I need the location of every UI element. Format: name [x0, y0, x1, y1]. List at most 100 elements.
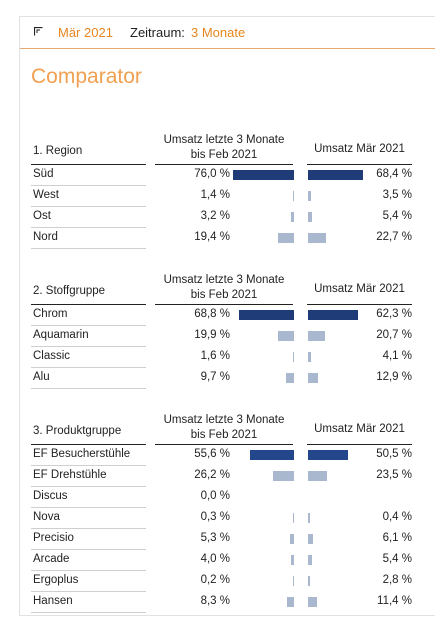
prev-3-months-bar [249, 450, 294, 460]
prev-3-months-value: 1,4 % [200, 189, 230, 201]
prev-3-months-bar [238, 310, 294, 320]
column-header-current-month: Umsatz Mär 2021 [314, 283, 405, 295]
table-row[interactable]: Discus 0,0 % [31, 487, 412, 508]
prev-3-months-bar [290, 555, 294, 565]
row-label: EF Besucherstühle [33, 448, 131, 460]
prev-3-months-bar [289, 534, 294, 544]
prev-3-months-value: 1,6 % [200, 350, 230, 362]
current-month-bar [308, 352, 312, 362]
row-label: Ergoplus [33, 574, 79, 586]
row-divider [31, 507, 146, 508]
current-month-value: 5,4 % [382, 210, 412, 222]
header-underline [155, 164, 293, 165]
section-title: 2. Stoffgruppe [33, 285, 106, 297]
prev-3-months-value: 4,0 % [200, 553, 230, 565]
current-month-bar [308, 576, 311, 586]
table-row[interactable]: Nord 19,4 % 22,7 % [31, 228, 412, 249]
month-selector[interactable]: Mär 2021 [58, 25, 113, 40]
header-underline [307, 444, 412, 445]
prev-3-months-value: 55,6 % [194, 448, 230, 460]
prev-3-months-bar [287, 597, 294, 607]
current-month-value: 23,5 % [376, 469, 412, 481]
prev-3-months-value: 0,3 % [200, 511, 230, 523]
current-month-bar [308, 310, 358, 320]
table-row[interactable]: Ost 3,2 % 5,4 % [31, 207, 412, 228]
row-divider [31, 388, 146, 389]
period-label: Zeitraum: [130, 25, 185, 40]
current-month-bar [308, 233, 327, 243]
row-label: Aquamarin [33, 329, 89, 341]
prev-3-months-value: 26,2 % [194, 469, 230, 481]
current-month-value: 12,9 % [376, 371, 412, 383]
row-divider [31, 486, 146, 487]
row-label: Süd [33, 168, 54, 180]
row-label: West [33, 189, 59, 201]
table-row[interactable]: Classic 1,6 % 4,1 % [31, 347, 412, 368]
current-month-value: 6,1 % [382, 532, 412, 544]
prev-3-months-bar [278, 233, 294, 243]
current-month-value: 50,5 % [376, 448, 412, 460]
row-label: Precisio [33, 532, 74, 544]
filter-bar: Mär 2021 Zeitraum: 3 Monate [20, 17, 435, 49]
section-3: 3. Produktgruppe Umsatz letzte 3 Monate b… [31, 397, 412, 613]
header-underline [31, 444, 146, 445]
section-1: 1. Region Umsatz letzte 3 Monate bis Feb … [31, 117, 412, 249]
row-divider [31, 465, 146, 466]
comparator-panel: Mär 2021 Zeitraum: 3 Monate Comparator 1… [19, 16, 435, 616]
header-underline [31, 164, 146, 165]
row-divider [31, 612, 146, 613]
prev-3-months-value: 0,0 % [200, 490, 230, 502]
current-month-value: 22,7 % [376, 231, 412, 243]
row-divider [31, 570, 146, 571]
table-row[interactable]: Aquamarin 19,9 % 20,7 % [31, 326, 412, 347]
table-row[interactable]: EF Besucherstühle 55,6 % 50,5 % [31, 445, 412, 466]
prev-3-months-bar [292, 513, 294, 523]
row-divider [31, 325, 146, 326]
prev-3-months-bar [286, 373, 294, 383]
prev-3-months-value: 76,0 % [194, 168, 230, 180]
current-month-bar [308, 170, 363, 180]
prev-3-months-value: 0,2 % [200, 574, 230, 586]
table-row[interactable]: Süd 76,0 % 68,4 % [31, 165, 412, 186]
section-header: 3. Produktgruppe Umsatz letzte 3 Monate b… [31, 397, 412, 445]
header-underline [307, 164, 412, 165]
expand-corner-icon[interactable] [34, 27, 43, 36]
table-row[interactable]: Ergoplus 0,2 % 2,8 % [31, 571, 412, 592]
header-underline [155, 444, 293, 445]
table-row[interactable]: Nova 0,3 % 0,4 % [31, 508, 412, 529]
section-title: 1. Region [33, 145, 83, 157]
section-2: 2. Stoffgruppe Umsatz letzte 3 Monate bis… [31, 257, 412, 389]
header-underline [307, 304, 412, 305]
current-month-value: 20,7 % [376, 329, 412, 341]
section-header: 2. Stoffgruppe Umsatz letzte 3 Monate bis… [31, 257, 412, 305]
prev-3-months-bar [291, 212, 294, 222]
row-divider [31, 591, 146, 592]
table-row[interactable]: Chrom 68,8 % 62,3 % [31, 305, 412, 326]
prev-3-months-value: 5,3 % [200, 532, 230, 544]
period-selector[interactable]: 3 Monate [191, 25, 246, 40]
column-header-prev-3-months: Umsatz letzte 3 Monate bis Feb 2021 [163, 414, 285, 441]
table-row[interactable]: Precisio 5,3 % 6,1 % [31, 529, 412, 550]
table-row[interactable]: Arcade 4,0 % 5,4 % [31, 550, 412, 571]
row-divider [31, 248, 146, 249]
row-divider [31, 367, 146, 368]
current-month-bar [308, 471, 327, 481]
column-header-current-month: Umsatz Mär 2021 [314, 423, 405, 435]
current-month-bar [308, 331, 325, 341]
row-divider [31, 185, 146, 186]
current-month-value: 3,5 % [382, 189, 412, 201]
table-row[interactable]: Hansen 8,3 % 11,4 % [31, 592, 412, 613]
prev-3-months-bar [292, 576, 294, 586]
current-month-bar [308, 212, 313, 222]
table-row[interactable]: West 1,4 % 3,5 % [31, 186, 412, 207]
column-header-prev-3-months: Umsatz letzte 3 Monate bis Feb 2021 [163, 134, 285, 161]
row-label: Hansen [33, 595, 73, 607]
current-month-value: 5,4 % [382, 553, 412, 565]
current-month-bar [308, 191, 311, 201]
table-row[interactable]: Alu 9,7 % 12,9 % [31, 368, 412, 389]
current-month-value: 2,8 % [382, 574, 412, 586]
prev-3-months-bar [292, 191, 294, 201]
column-header-prev-3-months: Umsatz letzte 3 Monate bis Feb 2021 [163, 274, 285, 301]
current-month-bar [308, 534, 313, 544]
table-row[interactable]: EF Drehstühle 26,2 % 23,5 % [31, 466, 412, 487]
